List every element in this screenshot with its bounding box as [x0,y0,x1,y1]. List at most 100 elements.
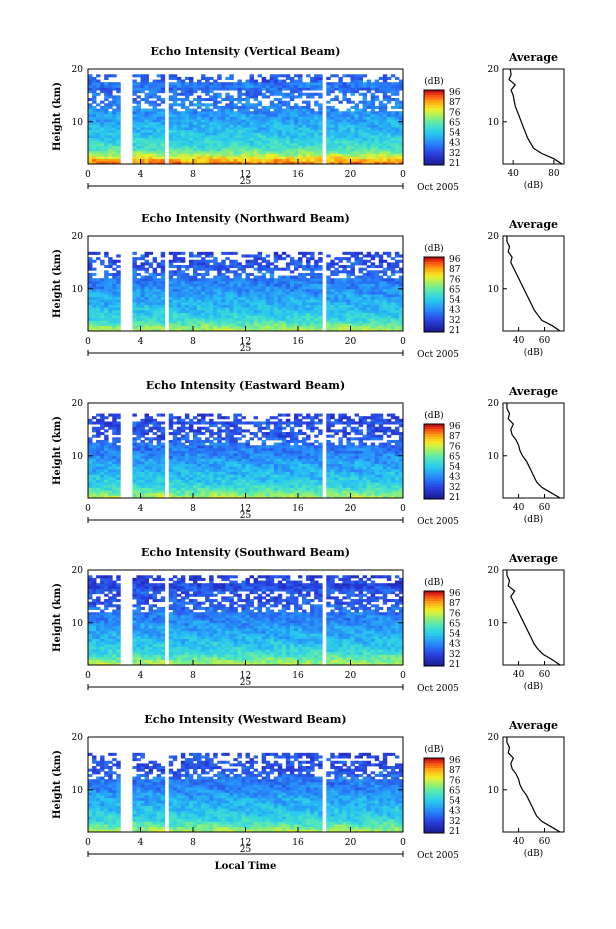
heatmap-cell [92,458,97,462]
heatmap-cell [144,251,149,255]
heatmap-cell [245,145,250,149]
heatmap-cell [245,150,250,154]
heatmap-cell [229,309,234,313]
heatmap-cell [285,148,291,152]
heatmap-cell [156,458,162,462]
average-x-tick-label: 40 [507,169,519,179]
heatmap-cell [281,113,287,117]
heatmap-cell [197,265,202,269]
heatmap-cell [108,145,113,149]
heatmap-cell [193,455,198,459]
heatmap-cell [100,315,105,319]
heatmap-cell [217,323,222,327]
heatmap-cell [318,95,323,99]
heatmap-cell [253,156,259,160]
heatmap-cell [168,426,174,430]
heatmap-cell [108,299,113,303]
heatmap-cell [350,161,355,165]
heatmap-cell [346,111,351,115]
heatmap-cell [298,142,303,146]
heatmap-cell [382,105,388,109]
heatmap-cell [168,272,174,276]
heatmap-cell [152,145,158,149]
heatmap-cell [245,280,250,284]
heatmap-cell [229,98,234,102]
heatmap-cell [180,132,186,136]
heatmap-cell [180,453,186,457]
heatmap-cell [108,283,113,287]
heatmap-cell [132,92,137,96]
heatmap-cell [140,280,145,284]
heatmap-cell [172,111,178,115]
heatmap-cell [205,161,210,165]
heatmap-cell [88,288,93,292]
heatmap-cell [156,108,162,112]
heatmap-cell [350,134,355,139]
heatmap-cell [281,309,287,313]
heatmap-cell [394,87,400,91]
heatmap-cell [152,142,158,146]
heatmap-cell [176,323,182,327]
heatmap-cell [205,283,210,287]
heatmap-cell [152,103,158,107]
heatmap-cell [188,325,194,329]
heatmap-cell [88,299,93,303]
heatmap-cell [370,294,376,298]
heatmap-cell [116,286,121,290]
heatmap-cell [346,315,351,319]
heatmap-cell [96,92,101,96]
colorbar-step [424,304,444,308]
heatmap-cell [100,416,105,420]
heatmap-cell [180,495,186,499]
heatmap-cell [188,447,194,451]
heatmap-cell [188,150,194,154]
heatmap-cell [156,132,162,136]
heatmap-cell [302,320,307,324]
heatmap-cell [221,299,226,303]
heatmap-cell [132,272,137,276]
heatmap-cell [136,479,141,483]
heatmap-cell [302,82,307,86]
heatmap-cell [249,105,254,109]
heatmap-cell [172,156,178,160]
heatmap-cell [209,301,214,306]
heatmap-cell [265,278,271,282]
heatmap-cell [100,424,105,428]
heatmap-cell [132,442,137,446]
heatmap-cell [88,79,93,83]
heatmap-cell [269,161,275,165]
heatmap-cell [88,278,93,282]
heatmap-cell [257,148,263,152]
heatmap-cell [197,495,202,499]
heatmap-cell [152,286,158,290]
heatmap-cell [390,317,396,321]
heatmap-cell [350,283,355,287]
heatmap-cell [180,111,186,115]
heatmap-cell [193,153,198,157]
heatmap-cell [132,479,137,483]
heatmap-cell [132,74,137,78]
heatmap-cell [366,145,372,149]
colorbar-step [424,269,444,273]
heatmap-cell [293,134,299,139]
heatmap-cell [302,127,307,131]
heatmap-cell [338,127,343,131]
heatmap-cell [176,161,182,165]
heatmap-cell [136,272,141,276]
heatmap-cell [144,116,149,120]
heatmap-cell [140,153,145,157]
heatmap-cell [249,325,254,329]
heatmap-cell [96,458,101,462]
heatmap-cell [378,111,384,115]
heatmap-cell [221,156,226,160]
heatmap-cell [112,296,117,300]
heatmap-cell [201,301,206,306]
heatmap-cell [306,320,311,324]
heatmap-cell [221,294,226,298]
heatmap-cell [390,121,396,125]
heatmap-cell [249,259,254,263]
heatmap-cell [386,301,392,306]
heatmap-cell [245,278,250,282]
heatmap-cell [314,119,319,123]
heatmap-cell [298,283,303,287]
